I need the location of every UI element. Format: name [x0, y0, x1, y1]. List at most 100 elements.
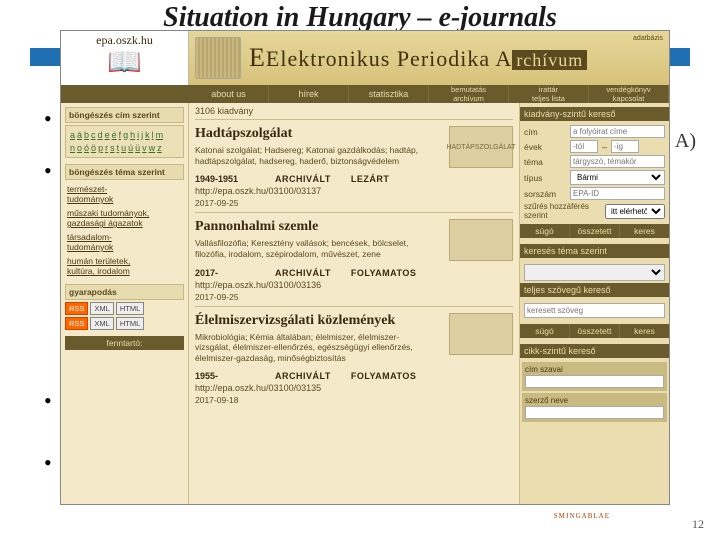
osszetett-button[interactable]: összetett [570, 224, 620, 238]
epa-window: epa.oszk.hu 📖 adatbázis EElektronikus Pe… [60, 30, 670, 505]
alpha-ü[interactable]: ü [135, 143, 140, 153]
year-from-input[interactable] [570, 140, 598, 153]
site-logo-box[interactable]: epa.oszk.hu 📖 [61, 31, 189, 85]
keres-button[interactable]: keres [620, 224, 669, 238]
site-banner: adatbázis EElektronikus Periodika Archív… [189, 31, 669, 85]
alpha-r[interactable]: r [105, 143, 108, 153]
alpha-é[interactable]: é [112, 130, 117, 140]
fulltext-input[interactable] [524, 303, 665, 318]
entry-thumb[interactable] [449, 219, 513, 261]
nav-tab-3[interactable]: bemutatásarchívum [429, 85, 509, 103]
right-sidebar: kiadvány-szintű kereső cím évek – téma t… [519, 103, 669, 504]
entry-years: 1949-1951 [195, 174, 255, 184]
alpha-l[interactable]: l [152, 130, 154, 140]
banner-ornament-icon [195, 37, 241, 79]
alpha-m[interactable]: m [156, 130, 164, 140]
nav-tab-0[interactable]: about us [189, 85, 269, 103]
theme-link-2[interactable]: társadalom-tudományok [65, 230, 184, 254]
alpha-ö[interactable]: ö [91, 143, 96, 153]
site-header: epa.oszk.hu 📖 adatbázis EElektronikus Pe… [61, 31, 669, 85]
nav-tab-1[interactable]: hírek [269, 85, 349, 103]
alpha-p[interactable]: p [98, 143, 103, 153]
filter-access-select[interactable]: itt elérhető archivált [605, 204, 665, 219]
nav-tab-4[interactable]: irattárteljes lista [509, 85, 589, 103]
cim-input[interactable] [570, 125, 665, 138]
tema-input[interactable] [570, 155, 665, 168]
alpha-e[interactable]: e [105, 130, 110, 140]
alpha-a[interactable]: a [70, 130, 75, 140]
entry-date: 2017-09-18 [195, 395, 513, 405]
theme-link-1[interactable]: műszaki tudományok,gazdasági ágazatok [65, 206, 184, 230]
entry-2: Élelmiszervizsgálati közlemények Mikrobio… [195, 306, 513, 410]
entry-url[interactable]: http://epa.oszk.hu/03100/03136 [195, 280, 513, 290]
year-to-input[interactable] [611, 140, 639, 153]
alpha-s[interactable]: s [110, 143, 115, 153]
tema-label: téma [524, 157, 566, 167]
rss-button[interactable]: RSS [65, 302, 88, 315]
sugo-button-2[interactable]: súgó [520, 324, 570, 338]
entry-title[interactable]: Hadtápszolgálat [195, 126, 443, 142]
alpha-o[interactable]: o [77, 143, 82, 153]
entry-status-2: FOLYAMATOS [351, 371, 417, 381]
alpha-n[interactable]: n [70, 143, 75, 153]
alpha-d[interactable]: d [98, 130, 103, 140]
sugo-button[interactable]: súgó [520, 224, 570, 238]
sorszam-input[interactable] [570, 187, 665, 200]
alpha-w[interactable]: w [149, 143, 156, 153]
entry-title[interactable]: Élelmiszervizsgálati közlemények [195, 313, 443, 329]
fulltext-head: teljes szövegű kereső [520, 283, 669, 297]
cikk-szerzo-input[interactable] [525, 406, 664, 419]
entry-status-2: FOLYAMATOS [351, 268, 417, 278]
keres-button-2[interactable]: keres [620, 324, 669, 338]
alpha-k[interactable]: k [145, 130, 150, 140]
xml-button[interactable]: XML [90, 302, 113, 315]
entry-thumb[interactable] [449, 313, 513, 355]
search-buttons-2: súgó összetett keres [520, 324, 669, 338]
cikk-cim-input[interactable] [525, 375, 664, 388]
alpha-ó[interactable]: ó [84, 143, 89, 153]
browse-by-theme-head: böngészés téma szerint [65, 164, 184, 180]
nav-tab-5[interactable]: vendégkönyvkapcsolat [589, 85, 669, 103]
alpha-c[interactable]: c [91, 130, 96, 140]
bullet-1: • [44, 106, 52, 132]
sorszam-label: sorszám [524, 189, 566, 199]
bullet-2: • [44, 158, 52, 184]
alpha-z[interactable]: z [157, 143, 162, 153]
entry-desc: Mikrobiológia; Kémia általában; élelmisz… [195, 332, 425, 364]
alpha-ú[interactable]: ú [128, 143, 133, 153]
entry-title[interactable]: Pannonhalmi szemle [195, 219, 443, 235]
banner-subtitle: adatbázis [633, 35, 663, 42]
osszetett-button-2[interactable]: összetett [570, 324, 620, 338]
alpha-u[interactable]: u [121, 143, 126, 153]
alpha-á[interactable]: á [77, 130, 82, 140]
entry-status-2: LEZÁRT [351, 174, 390, 184]
entry-desc: Katonai szolgálat; Hadsereg; Katonai gaz… [195, 145, 425, 166]
html-button[interactable]: HTML [116, 302, 144, 315]
bullet-4: • [44, 450, 52, 476]
alpha-v[interactable]: v [142, 143, 147, 153]
rss-button-2[interactable]: RSS [65, 317, 88, 330]
footer-micro: SMJNGABLAE [554, 512, 610, 520]
tipus-label: típus [524, 173, 566, 183]
theme-link-0[interactable]: természet-tudományok [65, 182, 184, 206]
alpha-i[interactable]: i [137, 130, 139, 140]
alpha-t[interactable]: t [117, 143, 120, 153]
alpha-b[interactable]: b [84, 130, 89, 140]
entry-url[interactable]: http://epa.oszk.hu/03100/03137 [195, 186, 513, 196]
alpha-j[interactable]: j [141, 130, 143, 140]
theme-search-select[interactable] [524, 264, 665, 281]
theme-search-head: keresés téma szerint [520, 244, 669, 258]
html-button-2[interactable]: HTML [116, 317, 144, 330]
tipus-select[interactable]: Bármi [570, 170, 665, 185]
nav-tab-2[interactable]: statisztika [349, 85, 429, 103]
theme-link-3[interactable]: humán területek,kultúra, irodalom [65, 254, 184, 278]
alpha-g[interactable]: g [123, 130, 128, 140]
entry-url[interactable]: http://epa.oszk.hu/03100/03135 [195, 383, 513, 393]
main-content: 3106 kiadvány HadtápszolgálatKatonai szo… [189, 103, 519, 504]
alpha-f[interactable]: f [119, 130, 122, 140]
alpha-h[interactable]: h [130, 130, 135, 140]
entry-thumb[interactable]: HADTÁPSZOLGÁLAT [449, 126, 513, 168]
xml-button-2[interactable]: XML [90, 317, 113, 330]
search-buttons-1: súgó összetett keres [520, 224, 669, 238]
article-search-head: cikk-szintű kereső [520, 344, 669, 358]
